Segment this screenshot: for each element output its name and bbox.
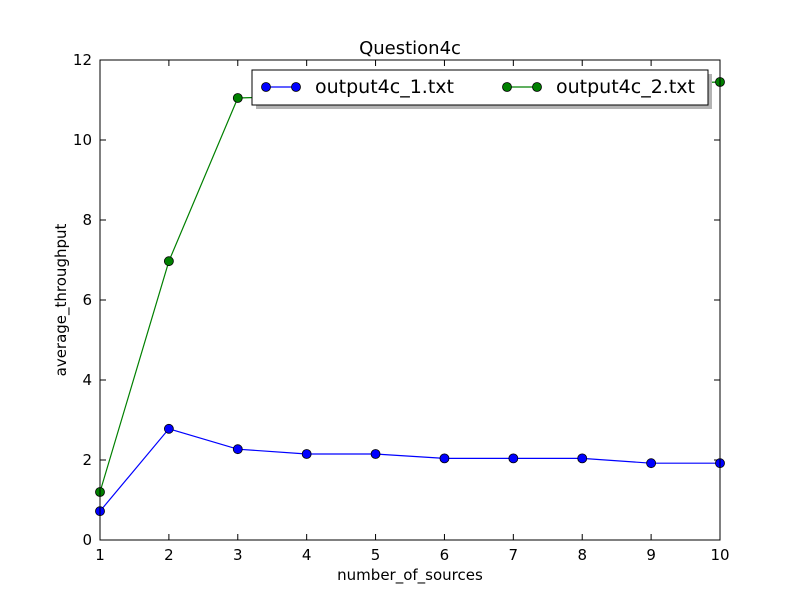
legend-marker-output4c-1 bbox=[291, 82, 301, 92]
y-tick-label: 0 bbox=[82, 531, 92, 549]
legend-label-output4c-2: output4c_2.txt bbox=[556, 76, 695, 98]
x-tick-label: 2 bbox=[164, 546, 174, 564]
legend-marker-output4c-2 bbox=[532, 82, 542, 92]
y-tick-label: 6 bbox=[82, 291, 92, 309]
x-tick-label: 8 bbox=[577, 546, 587, 564]
chart-title: Question4c bbox=[359, 38, 461, 59]
legend-marker-output4c-2 bbox=[502, 82, 512, 92]
legend-label-output4c-1: output4c_1.txt bbox=[315, 76, 454, 98]
y-axis-title: average_throughput bbox=[52, 224, 71, 377]
series-1-point bbox=[370, 449, 381, 459]
x-tick-label: 7 bbox=[509, 546, 519, 564]
y-axis-ticks: 0 2 4 6 8 10 12 bbox=[73, 51, 720, 549]
series-1-point bbox=[508, 453, 519, 464]
series-1-point bbox=[577, 453, 588, 464]
series-1-point bbox=[232, 444, 243, 455]
y-tick-label: 8 bbox=[82, 211, 92, 229]
series-2-point bbox=[232, 93, 243, 103]
series-1-point bbox=[646, 458, 657, 469]
series-1-point bbox=[163, 423, 174, 434]
legend-box bbox=[251, 69, 709, 106]
x-axis-title: number_of_sources bbox=[337, 566, 483, 585]
y-tick-label: 4 bbox=[82, 371, 92, 389]
legend-marker-output4c-1 bbox=[261, 82, 271, 92]
x-tick-label: 1 bbox=[95, 546, 105, 564]
x-tick-label: 3 bbox=[233, 546, 243, 564]
y-tick-label: 2 bbox=[82, 451, 92, 469]
series-2-point bbox=[163, 256, 174, 267]
x-tick-label: 5 bbox=[371, 546, 381, 564]
x-tick-label: 9 bbox=[646, 546, 656, 564]
y-tick-label: 12 bbox=[73, 51, 92, 69]
x-axis-ticks: 1 2 3 4 5 6 7 8 9 10 bbox=[95, 60, 730, 564]
x-tick-label: 4 bbox=[302, 546, 312, 564]
series-1-point bbox=[301, 449, 312, 459]
x-tick-label: 6 bbox=[440, 546, 450, 564]
y-tick-label: 10 bbox=[73, 131, 92, 149]
plot-frame bbox=[99, 59, 721, 541]
x-tick-label: 10 bbox=[710, 546, 729, 564]
series-1-point bbox=[439, 453, 450, 464]
series-line-1 bbox=[100, 428, 720, 512]
legend: output4c_1.txt output4c_2.txt bbox=[251, 69, 712, 109]
